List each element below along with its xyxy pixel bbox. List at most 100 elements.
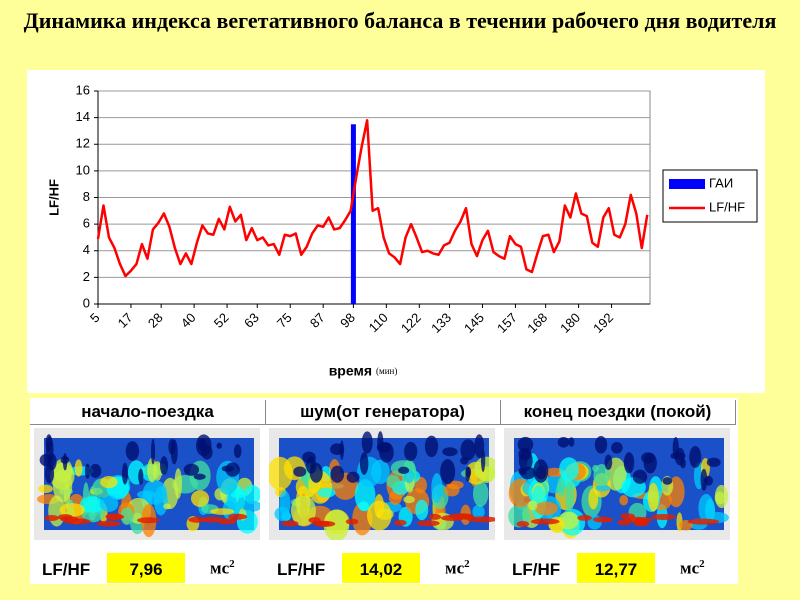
spectrogram-dark <box>159 456 169 475</box>
panel: шум(от генератора) LF/HF 14,02 мс2 <box>265 398 501 584</box>
spectrogram-dark <box>672 437 679 459</box>
spectrogram-dark <box>611 442 623 454</box>
spectrogram-dark <box>641 452 655 464</box>
x-tick-label: 5 <box>87 310 103 326</box>
spectrogram-blob <box>317 487 336 498</box>
panel-value: 7,96 <box>107 553 185 583</box>
spectrogram-blob <box>593 464 610 487</box>
y-tick-label: 12 <box>76 136 90 151</box>
spectrogram-hot <box>393 519 407 526</box>
spectrogram-hot <box>651 513 676 520</box>
x-tick-label: 180 <box>557 310 583 336</box>
spectrogram-dark <box>568 437 575 447</box>
x-tick-label: 17 <box>115 310 136 331</box>
spectrogram-blob <box>243 484 260 505</box>
spectrogram-blob <box>59 503 85 517</box>
panel-unit: мс2 <box>445 558 470 579</box>
x-tick-label: 157 <box>494 310 520 336</box>
spectrogram-dark <box>168 439 176 455</box>
spectrogram-hot <box>228 513 248 520</box>
x-tick-label: 98 <box>337 310 358 331</box>
spectrogram-blob <box>403 495 415 504</box>
spectrogram-blob <box>38 484 53 494</box>
spectrogram-dark <box>632 469 648 484</box>
spectrogram-dark <box>557 436 570 448</box>
spectrogram-dark <box>398 466 410 475</box>
spectrogram-blob <box>279 490 291 516</box>
spectrogram-hot <box>593 516 613 523</box>
legend-label: ГАИ <box>709 175 733 190</box>
x-tick-label: 28 <box>145 310 166 331</box>
spectrogram-blob <box>595 484 611 492</box>
spectrogram-dark <box>424 435 439 458</box>
legend-box <box>662 169 758 223</box>
spectrogram-dark <box>535 466 547 480</box>
spectrogram-dark <box>604 454 613 470</box>
panel: конец поездки (покой) LF/HF 12,77 мс2 <box>500 398 736 584</box>
chart: 0 2 4 6 8 10 12 14 16 5 17 28 40 52 63 75 87 98 110 122 133 1… <box>27 70 765 393</box>
spectrogram-hot <box>466 516 495 523</box>
x-tick-label: 110 <box>366 310 391 335</box>
x-tick-label: 63 <box>241 310 262 331</box>
spectrogram-blob <box>190 490 210 507</box>
spectrogram-panels: начало-поездка LF/HF 7,96 мс2 шум(от генерат… <box>30 398 738 584</box>
spectrogram-dark <box>233 444 242 459</box>
spectrogram-blob <box>367 500 392 531</box>
spectrogram-dark <box>89 463 102 478</box>
spectrogram-blob <box>152 461 163 481</box>
unit: мс <box>680 558 700 578</box>
unit-power: 2 <box>699 558 705 570</box>
spectrogram <box>34 428 260 540</box>
y-tick-label: 10 <box>76 162 90 177</box>
spectrogram-blob <box>619 494 629 506</box>
x-tick-label: 168 <box>524 310 550 336</box>
legend-swatch <box>669 179 705 189</box>
spectrogram-dark <box>125 441 140 461</box>
spectrogram-dark <box>183 463 200 476</box>
spectrogram-dark <box>62 453 68 471</box>
spectrogram <box>269 428 495 540</box>
panel-label: LF/HF <box>512 560 561 579</box>
x-tick-label: 52 <box>211 310 232 331</box>
y-tick-label: 14 <box>76 109 90 124</box>
spectrogram-hot <box>217 518 237 525</box>
spectrogram-hot <box>44 514 59 521</box>
spectrogram-dark <box>442 447 458 457</box>
spectrogram-hot <box>345 518 359 525</box>
x-tick-label: 87 <box>307 310 328 331</box>
x-tick-label: 133 <box>428 310 454 336</box>
spectrogram-hot <box>308 517 321 524</box>
spectrogram-dark <box>293 466 307 477</box>
x-tick-label: 75 <box>274 310 295 331</box>
spectrogram-hot <box>624 516 653 523</box>
spectrogram-hot <box>137 517 160 524</box>
x-tick-label: 40 <box>178 310 199 331</box>
panel-value: 12,77 <box>577 553 655 583</box>
spectrogram-dark <box>480 448 486 473</box>
spectrogram-dark <box>594 436 608 454</box>
spectrogram-blob <box>559 457 579 481</box>
spectrogram-dark <box>310 462 316 470</box>
spectrogram-dark <box>121 462 129 485</box>
spectrogram-dark <box>330 443 345 456</box>
panel-unit: мс2 <box>680 558 705 579</box>
slide-title: Динамика индекса вегетативного баланса в… <box>23 8 777 33</box>
y-tick-label: 16 <box>76 82 90 97</box>
spectrogram-dark <box>330 465 345 483</box>
spectrogram-blob <box>444 483 460 497</box>
x-tick-label: 145 <box>461 310 487 336</box>
spectrogram-dark <box>346 471 360 483</box>
spectrogram-blob <box>354 479 376 512</box>
spectrogram-hot <box>281 520 299 527</box>
spectrogram-dark <box>700 468 708 491</box>
y-tick-label: 4 <box>83 242 90 257</box>
spectrogram-dark <box>221 465 235 472</box>
spectrogram-blob <box>431 473 443 504</box>
x-tick-label: 122 <box>398 310 424 336</box>
spectrogram-blob <box>137 490 156 499</box>
spectrogram-hot <box>315 520 336 527</box>
spectrogram-hot <box>577 514 592 521</box>
spectrogram-blob <box>557 477 566 498</box>
spectrogram-hot <box>96 520 121 527</box>
unit: мс <box>210 558 230 578</box>
